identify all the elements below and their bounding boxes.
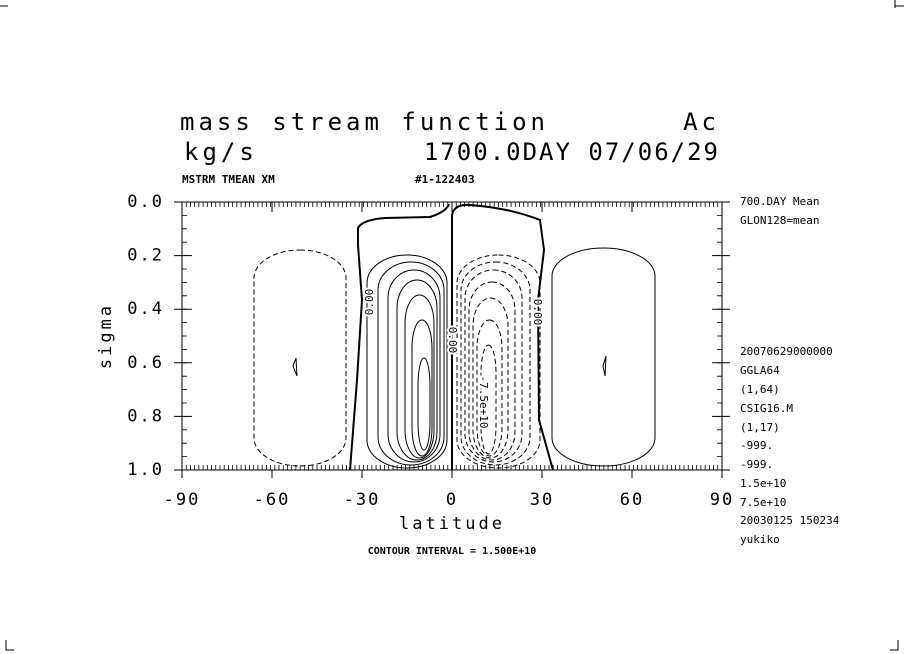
contour-line (476, 319, 503, 457)
info-text: 1.5e+10 (740, 477, 786, 490)
contour-line (387, 269, 441, 463)
info-text: (1,17) (740, 421, 780, 434)
info-text: -999. (740, 439, 773, 452)
y-tick-label: 0.6 (127, 353, 164, 373)
x-tick-label: 30 (530, 490, 554, 510)
info-text: CSIG16.M (740, 402, 793, 415)
title-right: Ac (683, 108, 720, 136)
x-tick-label: 0 (446, 490, 458, 510)
contour-line (411, 319, 433, 457)
info-text: GLON128=mean (740, 214, 819, 227)
contour-line (464, 269, 523, 463)
y-tick-label: 0.8 (127, 406, 164, 426)
zero-contour (349, 203, 554, 471)
contour-label: 0.00 (531, 299, 544, 326)
y-tick-label: 0.2 (127, 246, 164, 266)
info-text: (1,64) (740, 383, 780, 396)
x-tick-label: -30 (344, 490, 381, 510)
footer: CONTOUR INTERVAL = 1.500E+10 (368, 546, 537, 557)
contour-line (460, 261, 531, 466)
contour-label: 0.00 (363, 289, 376, 316)
contour-line (472, 297, 509, 459)
info-text: 20070629000000 (740, 345, 833, 358)
info-text: -999. (740, 458, 773, 471)
time: 1700.0DAY 07/06/29 (424, 138, 720, 166)
contour-line (480, 344, 497, 455)
contour-line (253, 249, 347, 467)
contour-line (468, 281, 516, 461)
contour-line (292, 355, 607, 377)
info-text: 20030125 150234 (740, 514, 840, 527)
x-tick-label: -90 (164, 490, 201, 510)
run: #1-122403 (415, 173, 475, 186)
info-text: 7.5e+10 (740, 496, 786, 509)
y-tick-label: 1.0 (127, 460, 164, 480)
x-tick-label: 90 (710, 490, 734, 510)
contour-line (396, 279, 438, 461)
variable: MSTRM TMEAN XM (182, 173, 275, 186)
y-tick-label: 0.0 (127, 192, 164, 212)
contour-line (551, 247, 656, 467)
y-axis-label: sigma (96, 303, 116, 369)
chart-title: mass stream function (180, 108, 549, 136)
contours (253, 203, 656, 471)
contour-line (366, 254, 448, 469)
y-tick-label: 0.4 (127, 299, 164, 319)
contour-line (404, 294, 435, 459)
units: kg/s (184, 138, 258, 166)
contour-line (377, 261, 445, 466)
info-text: yukiko (740, 533, 780, 546)
info-text: GGLA64 (740, 364, 780, 377)
x-axis-label: latitude (399, 514, 505, 534)
info-text: 700.DAY Mean (740, 195, 819, 208)
contour-line (417, 357, 431, 451)
x-tick-label: -60 (254, 490, 291, 510)
x-tick-label: 60 (620, 490, 644, 510)
contour-label: 0.00 (446, 327, 459, 354)
contour-label: -7.5e+10 (477, 376, 490, 429)
